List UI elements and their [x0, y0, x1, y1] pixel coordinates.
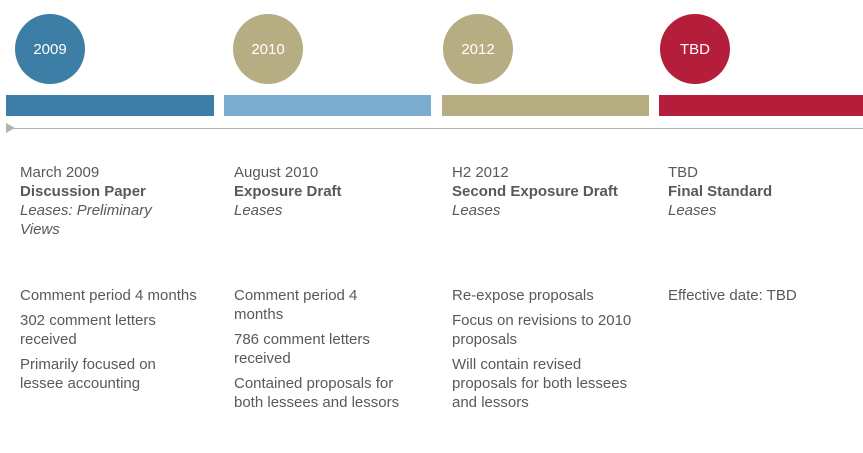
milestone-circle-tbd: TBD — [660, 14, 730, 84]
milestone-note: Will contain revised proposals for both … — [452, 356, 628, 411]
milestone-details-tbd: TBD Final Standard Leases — [668, 163, 853, 220]
milestone-title: Discussion Paper — [20, 183, 146, 200]
milestone-subtitle: Leases — [668, 202, 717, 219]
milestone-notes-2010: Comment period 4 months 786 comment lett… — [234, 286, 404, 418]
milestone-title: Final Standard — [668, 183, 773, 200]
milestone-note: Comment period 4 months — [20, 287, 197, 304]
timeline-bar-2012 — [442, 95, 649, 116]
milestone-note: Effective date: TBD — [668, 287, 797, 304]
milestone-note: Contained proposals for both lessees and… — [234, 375, 400, 411]
milestone-note: 786 comment letters received — [234, 331, 370, 367]
milestone-note: Re-expose proposals — [452, 287, 594, 304]
milestone-year: TBD — [680, 40, 710, 58]
milestone-notes-2012: Re-expose proposals Focus on revisions t… — [452, 286, 637, 418]
milestone-notes-tbd: Effective date: TBD — [668, 286, 848, 311]
milestone-circle-2010: 2010 — [233, 14, 303, 84]
timeline-bar-tbd — [659, 95, 863, 116]
milestone-date: August 2010 — [234, 164, 319, 181]
milestone-year: 2009 — [33, 40, 67, 58]
milestone-note: 302 comment letters received — [20, 312, 156, 348]
timeline-bar-2009 — [6, 95, 214, 116]
milestone-details-2010: August 2010 Exposure Draft Leases — [234, 163, 419, 220]
milestone-note: Comment period 4 months — [234, 287, 358, 323]
milestone-note: Focus on revisions to 2010 proposals — [452, 312, 632, 348]
timeline-arrow-icon — [6, 123, 15, 133]
milestone-circle-2009: 2009 — [15, 14, 85, 84]
milestone-subtitle: Leases — [452, 202, 501, 219]
milestone-circle-2012: 2012 — [443, 14, 513, 84]
milestone-title: Exposure Draft — [234, 183, 342, 200]
milestone-details-2012: H2 2012 Second Exposure Draft Leases — [452, 163, 622, 220]
milestone-year: 2012 — [461, 40, 495, 58]
milestone-date: TBD — [668, 164, 698, 181]
milestone-note: Primarily focused on lessee accounting — [20, 356, 156, 392]
milestone-date: March 2009 — [20, 164, 100, 181]
milestone-date: H2 2012 — [452, 164, 509, 181]
milestone-subtitle: Leases — [234, 202, 283, 219]
timeline-axis — [12, 128, 863, 129]
milestone-subtitle: Leases: Preliminary Views — [20, 202, 152, 238]
milestone-year: 2010 — [251, 40, 285, 58]
milestone-title: Second Exposure Draft — [452, 183, 618, 200]
timeline-bar-2010 — [224, 95, 431, 116]
milestone-notes-2009: Comment period 4 months 302 comment lett… — [20, 286, 200, 399]
milestone-details-2009: March 2009 Discussion Paper Leases: Prel… — [20, 163, 205, 239]
